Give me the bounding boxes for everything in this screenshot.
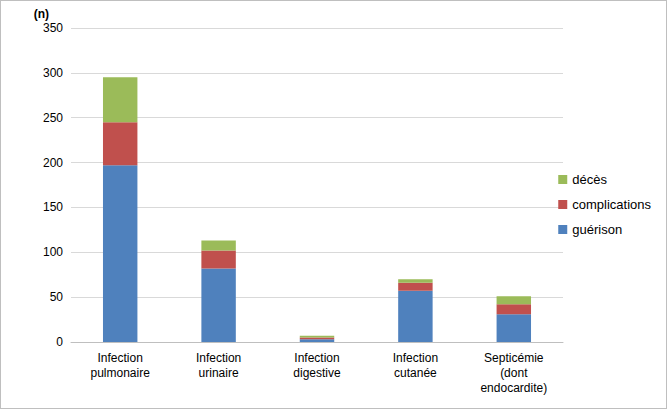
svg-text:0: 0 <box>56 335 63 349</box>
svg-text:50: 50 <box>50 290 64 304</box>
svg-text:Infection: Infection <box>393 351 438 365</box>
svg-text:Infection: Infection <box>294 351 339 365</box>
svg-text:guérison: guérison <box>572 222 622 237</box>
svg-text:200: 200 <box>43 156 63 170</box>
svg-text:endocardite): endocardite) <box>480 381 547 395</box>
svg-text:digestive: digestive <box>293 366 341 380</box>
svg-text:250: 250 <box>43 111 63 125</box>
svg-text:Infection: Infection <box>98 351 143 365</box>
svg-text:(dont: (dont <box>500 366 528 380</box>
svg-text:(n): (n) <box>34 7 49 21</box>
svg-text:complications: complications <box>572 197 651 212</box>
svg-text:350: 350 <box>43 21 63 35</box>
svg-text:urinaire: urinaire <box>199 366 239 380</box>
svg-text:Septicémie: Septicémie <box>484 351 544 365</box>
svg-text:Infection: Infection <box>196 351 241 365</box>
svg-text:100: 100 <box>43 245 63 259</box>
svg-text:150: 150 <box>43 200 63 214</box>
svg-text:cutanée: cutanée <box>394 366 437 380</box>
svg-text:décès: décès <box>572 172 607 187</box>
svg-text:pulmonaire: pulmonaire <box>91 366 151 380</box>
svg-text:300: 300 <box>43 66 63 80</box>
